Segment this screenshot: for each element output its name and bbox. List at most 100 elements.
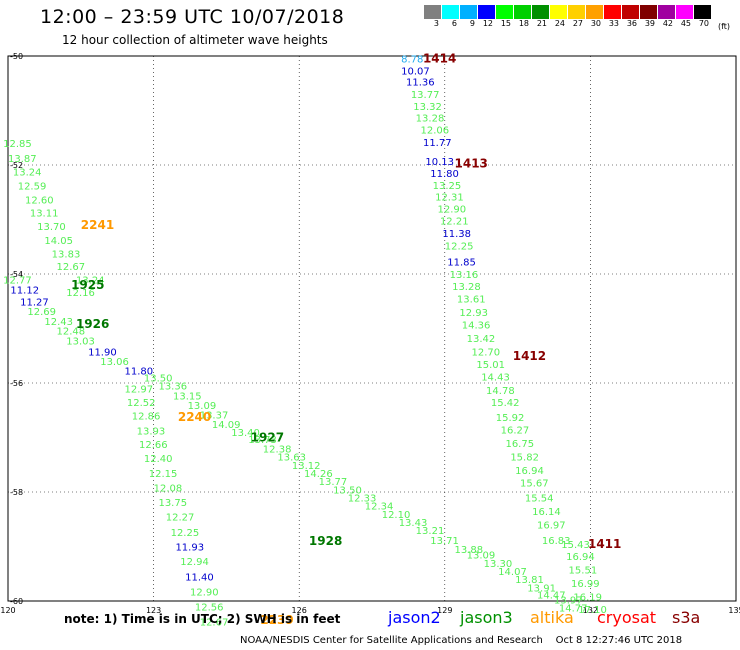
color-swatch-label: 21 [536,19,547,28]
swh-value-label: 13.06 [100,357,129,368]
color-swatch [550,5,568,19]
swh-value-label: 13.32 [413,102,442,113]
swh-value-label: 13.63 [277,453,306,464]
swh-value-label: 12.08 [154,484,183,495]
swh-value-label: 12.52 [127,398,156,409]
swh-value-label: 13.24 [13,168,42,179]
swh-value-label: 12.40 [144,454,173,465]
color-swatch-label: 33 [608,19,619,28]
swh-value-label: 15.54 [525,493,554,504]
swh-value-label: 13.91 [527,583,556,594]
swh-value-label: 13.50 [333,485,362,496]
color-swatch-label: 70 [698,19,709,28]
swh-value-label: 10.13 [425,157,454,168]
y-tick-label: -58 [10,488,23,497]
swh-value-label: 13.28 [452,282,481,293]
chart-title: 12:00 – 23:59 UTC 10/07/2018 [40,6,345,28]
swh-value-label: 12.90 [438,205,467,216]
color-scale-unit: (ft) [718,22,731,31]
swh-value-label: 15.67 [520,479,549,490]
swh-value-label: 11.80 [124,366,153,377]
legend-item-cryosat: cryosat [597,608,657,627]
swh-value-label: 13.87 [8,154,37,165]
swh-value-label: 12.06 [421,126,450,137]
swh-value-label: 12.66 [139,440,168,451]
swh-value-label: 11.93 [175,543,204,554]
swh-value-label: 13.36 [158,382,187,393]
swh-value-label: 13.09 [467,551,496,562]
swh-value-label: 12.27 [166,513,195,524]
swh-value-label: 12.15 [149,469,178,480]
swh-value-label: 14.47 [537,590,566,601]
swh-value-label: 13.25 [433,181,462,192]
swh-value-label: 11.85 [447,257,476,268]
swh-value-label: 12.38 [263,444,292,455]
footer-note: note: 1) Time is in UTC; 2) SWH is in fe… [64,612,341,626]
pass-time-label: 1414 [423,52,456,66]
swh-value-label: 12.77 [3,275,32,286]
color-swatch [460,5,478,19]
color-swatch [622,5,640,19]
swh-value-label: 13.75 [158,498,187,509]
swh-value-label: 11.36 [406,78,435,89]
legend-item-s3a: s3a [672,608,701,627]
swh-value-label: 13.73 [248,435,277,446]
swh-value-label: 11.27 [20,297,49,308]
swh-value-label: 13.88 [455,545,484,556]
swh-value-label: 12.93 [459,308,488,319]
pass-time-label: 1925 [71,278,104,292]
x-tick-label: 120 [0,606,15,615]
swh-value-label: 13.28 [416,114,445,125]
swh-value-label: 16.97 [537,521,566,532]
swh-value-label: 16.19 [573,593,602,604]
swh-value-label: 15.92 [496,413,525,424]
swh-value-label: 12.48 [57,327,86,338]
swh-value-label: 16.83 [542,536,571,547]
swh-value-label: 14.09 [212,420,241,431]
swh-value-label: 12.94 [180,557,209,568]
footer-credit: NOAA/NESDIS Center for Satellite Applica… [240,635,682,646]
swh-value-label: 12.60 [25,195,54,206]
y-tick-label: -52 [10,161,23,170]
color-swatch-label: 30 [590,19,601,28]
swh-value-label: 13.09 [188,401,217,412]
swh-value-label: 13.16 [450,270,479,281]
legend-item-jason2: jason2 [388,608,441,627]
color-swatch [586,5,604,19]
color-swatch [568,5,586,19]
swh-value-label: 16.99 [571,579,600,590]
swh-value-label: 13.83 [52,249,81,260]
pass-time-label: 1928 [309,534,342,548]
pass-time-label: 1412 [513,349,546,363]
pass-time-label: 2239 [260,613,293,627]
color-swatch [442,5,460,19]
swh-value-label: 11.90 [88,347,117,358]
swh-value-label: 17.10 [578,605,607,616]
swh-value-label: 12.33 [348,493,377,504]
swh-value-label: 12.85 [3,139,32,150]
swh-value-label: 12.69 [27,307,56,318]
color-swatch [694,5,712,19]
swh-value-label: 13.15 [173,392,202,403]
swh-value-label: 16.27 [501,425,530,436]
swh-value-label: 12.43 [44,317,73,328]
color-swatch-label: 6 [451,19,457,28]
color-swatch-label: 15 [500,19,511,28]
pass-time-label: 1927 [251,431,284,445]
swh-value-label: 12.59 [18,182,47,193]
swh-value-label: 13.37 [200,411,229,422]
color-scale-labels: 3 6 9 12 15 18 21 24 27 30 33 36 39 42 45 70 [424,19,712,31]
legend-item-altika: altika [530,608,574,627]
swh-value-label: 12.90 [190,588,219,599]
swh-value-label: 15.01 [476,360,505,371]
color-swatch [658,5,676,19]
color-swatch [532,5,550,19]
swh-value-label: 13.93 [137,426,166,437]
swh-value-label: 15.42 [491,398,520,409]
swh-value-label: 10.07 [401,67,430,78]
pass-time-label: 2241 [81,218,114,232]
color-swatch-label: 45 [680,19,691,28]
swh-value-label: 13.12 [292,461,321,472]
swh-value-label: 11.38 [442,229,471,240]
